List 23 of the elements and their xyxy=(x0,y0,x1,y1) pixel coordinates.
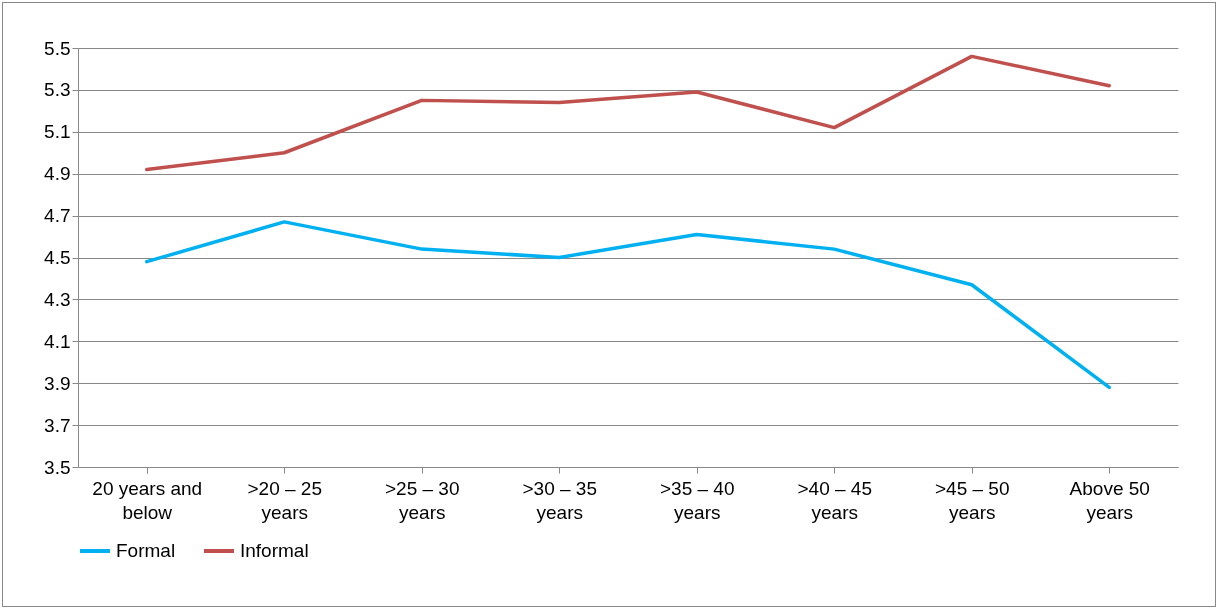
y-tick-label: 3.9 xyxy=(44,372,71,394)
y-tick-label: 5.1 xyxy=(44,121,71,143)
x-tick-label: >20 – 25 years xyxy=(247,477,322,523)
y-tick-label: 3.7 xyxy=(44,414,71,436)
x-tick-label: >35 – 40 years xyxy=(660,477,735,523)
x-tick-label: >45 – 50 years xyxy=(935,477,1010,523)
y-tick-label: 5.5 xyxy=(44,37,71,59)
x-tick-label: Above 50 years xyxy=(1069,477,1150,523)
y-tick-label: 4.7 xyxy=(44,205,71,227)
y-tick-label: 4.9 xyxy=(44,163,71,185)
line-series xyxy=(145,54,1111,172)
y-tick-label: 5.3 xyxy=(44,79,71,101)
x-tick-label: 20 years and below xyxy=(92,477,203,523)
x-tick-label: >25 – 30 years xyxy=(385,477,460,523)
legend-label: Formal xyxy=(116,540,176,561)
x-tick-label: >40 – 45 years xyxy=(797,477,872,523)
legend-label: Informal xyxy=(240,540,309,561)
y-tick-label: 4.1 xyxy=(44,330,71,352)
line-series xyxy=(145,220,1111,390)
y-tick-label: 4.3 xyxy=(44,288,71,310)
x-tick-label: >30 – 35 years xyxy=(522,477,597,523)
y-tick-label: 4.5 xyxy=(44,247,71,268)
y-tick-label: 3.5 xyxy=(44,456,71,478)
